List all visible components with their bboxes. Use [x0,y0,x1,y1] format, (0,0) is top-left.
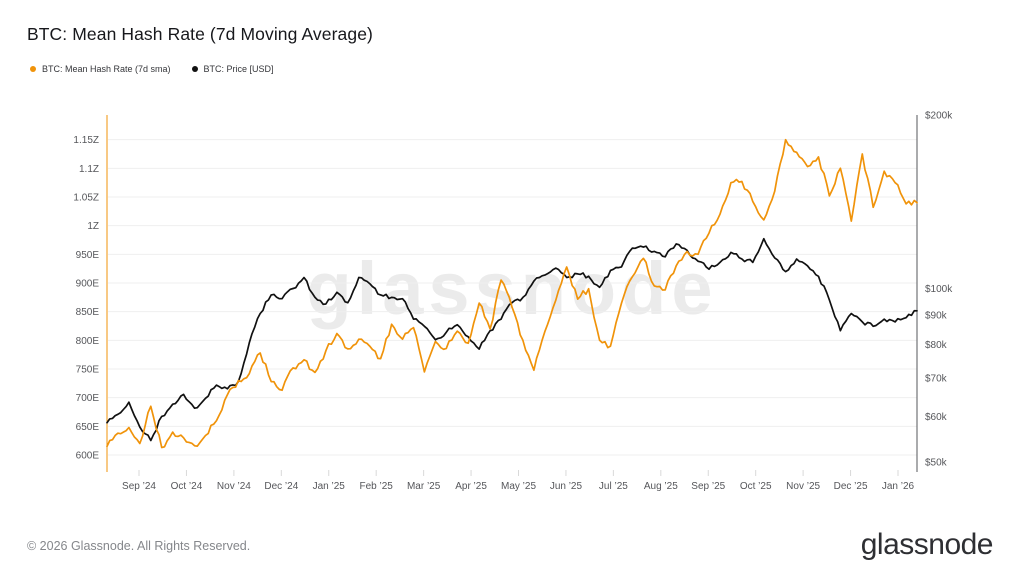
x-axis-tick-label: Jan ’26 [882,481,915,492]
x-axis-tick-label: Feb ’25 [360,481,394,492]
right-axis-tick-label: $50k [925,458,948,469]
right-axis-tick-label: $70k [925,373,948,384]
right-axis-tick-label: $60k [925,412,948,423]
left-axis-tick-label: 1.15Z [73,135,99,146]
price-line-series [106,237,918,442]
x-axis-tick-label: Oct ’24 [171,481,203,492]
hash-rate-series-dot-icon [30,66,36,72]
right-axis-tick-label: $100k [925,284,953,295]
x-axis-tick-label: Nov ’25 [786,481,820,492]
x-axis-tick-label: Aug ’25 [644,481,678,492]
glassnode-logo: glassnode [860,528,994,561]
legend-item-hash-rate[interactable]: BTC: Mean Hash Rate (7d sma) [30,64,171,74]
x-axis-tick-label: May ’25 [501,481,536,492]
x-axis-tick-label: Nov ’24 [217,481,251,492]
left-axis-tick-label: 750E [76,365,100,376]
left-axis-tick-label: 800E [76,336,100,347]
chart-legend: BTC: Mean Hash Rate (7d sma) BTC: Price … [30,64,274,74]
page-title: BTC: Mean Hash Rate (7d Moving Average) [27,24,373,44]
x-axis-tick-label: Sep ’24 [122,481,156,492]
x-axis-tick-label: Sep ’25 [691,481,725,492]
x-axis-tick-label: Mar ’25 [407,481,441,492]
left-axis-tick-label: 850E [76,307,100,318]
x-axis-tick-label: Oct ’25 [740,481,772,492]
legend-label: BTC: Price [USD] [203,64,274,74]
left-axis-tick-label: 700E [76,393,100,404]
left-axis-tick-label: 1.1Z [79,164,99,175]
x-axis-tick-label: Dec ’24 [264,481,298,492]
copyright-text: © 2026 Glassnode. All Rights Reserved. [27,539,251,553]
left-axis-tick-label: 900E [76,279,100,290]
x-axis-tick-label: Jul ’25 [599,481,628,492]
legend-item-price[interactable]: BTC: Price [USD] [191,64,274,74]
x-axis-tick-label: Dec ’25 [834,481,868,492]
legend-label: BTC: Mean Hash Rate (7d sma) [42,64,171,74]
right-axis-tick-label: $200k [925,111,953,122]
left-axis-tick-label: 650E [76,422,100,433]
left-axis-tick-label: 600E [76,451,100,462]
left-axis-tick-label: 950E [76,250,100,261]
x-axis-tick-label: Apr ’25 [455,481,487,492]
price-series-dot-icon [191,66,198,72]
left-axis-tick-label: 1.05Z [73,193,99,204]
x-axis-tick-label: Jun ’25 [550,481,583,492]
x-axis-tick-label: Jan ’25 [313,481,346,492]
hash-rate-line-series [106,138,918,449]
right-axis-tick-label: $90k [925,310,948,321]
left-axis-tick-label: 1Z [87,221,99,232]
right-axis-tick-label: $80k [925,340,948,351]
